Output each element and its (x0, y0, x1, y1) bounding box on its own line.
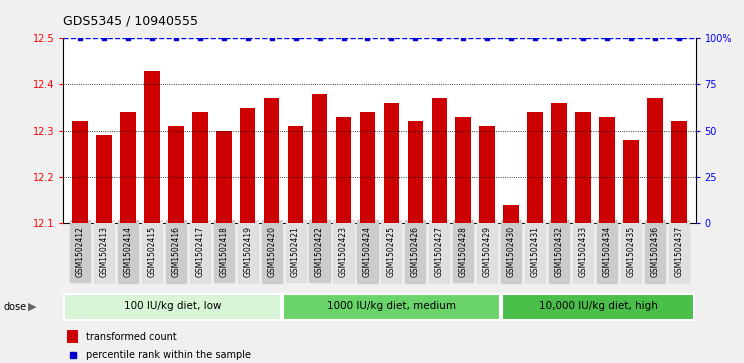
Bar (551, 103, 567, 223)
Bar (479, 126, 495, 223)
Text: dose: dose (4, 302, 27, 312)
Bar (120, 112, 135, 223)
Bar (283, 294, 500, 320)
Bar (216, 131, 231, 223)
Text: 1000 IU/kg diet, medium: 1000 IU/kg diet, medium (327, 301, 456, 311)
Bar (67, 330, 78, 343)
Bar (288, 126, 304, 223)
Bar (168, 126, 184, 223)
Bar (671, 121, 687, 223)
Bar (527, 112, 543, 223)
Text: ▶: ▶ (28, 302, 36, 312)
Bar (647, 98, 663, 223)
Bar (623, 140, 639, 223)
Bar (192, 112, 208, 223)
Bar (504, 205, 519, 223)
Bar (72, 121, 88, 223)
Bar (65, 294, 281, 320)
Bar (502, 294, 694, 320)
Bar (384, 103, 400, 223)
Text: 100 IU/kg diet, low: 100 IU/kg diet, low (124, 301, 222, 311)
Bar (240, 107, 255, 223)
Bar (359, 112, 375, 223)
Bar (599, 117, 615, 223)
Bar (432, 98, 447, 223)
Bar (336, 117, 351, 223)
Text: GDS5345 / 10940555: GDS5345 / 10940555 (63, 15, 198, 28)
Bar (96, 135, 112, 223)
Bar (144, 70, 160, 223)
Bar (264, 98, 280, 223)
Bar (575, 112, 591, 223)
Bar (455, 117, 471, 223)
Text: percentile rank within the sample: percentile rank within the sample (86, 350, 251, 360)
Bar (312, 94, 327, 223)
Text: 10,000 IU/kg diet, high: 10,000 IU/kg diet, high (539, 301, 658, 311)
Text: transformed count: transformed count (86, 332, 176, 342)
Bar (408, 121, 423, 223)
